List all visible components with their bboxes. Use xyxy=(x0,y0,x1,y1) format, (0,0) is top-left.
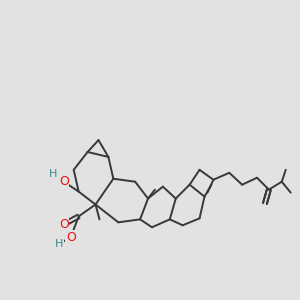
Text: O: O xyxy=(66,231,76,244)
Text: H: H xyxy=(55,239,63,249)
Text: O: O xyxy=(59,175,69,188)
Text: O: O xyxy=(59,218,69,231)
Text: H: H xyxy=(49,169,57,179)
